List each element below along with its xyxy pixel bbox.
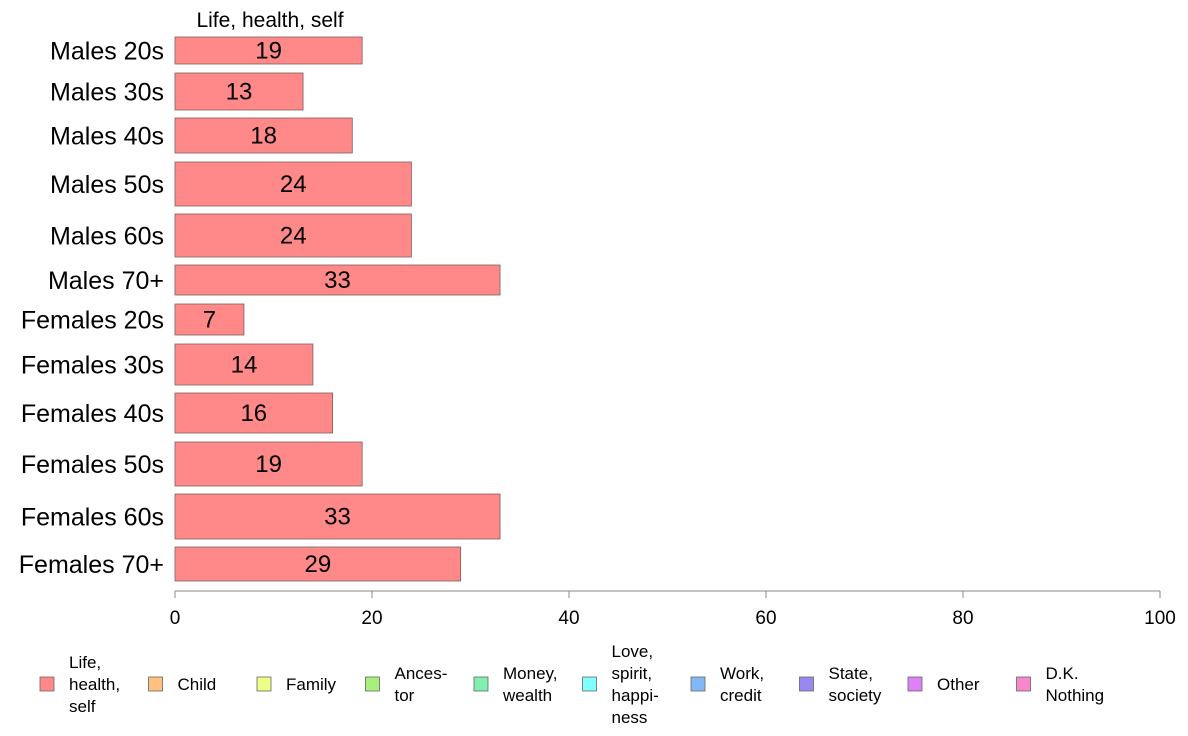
bar-data-label: 33 <box>324 267 351 294</box>
legend-item: D.K. Nothing <box>1016 664 1105 705</box>
legend-swatch <box>365 676 380 692</box>
bar <box>174 303 245 336</box>
bar <box>174 264 501 296</box>
legend-swatch <box>582 676 597 692</box>
legend-item: Life, health, self <box>39 653 120 716</box>
category-label: Males 70+ <box>48 267 164 295</box>
category-label: Males 40s <box>50 123 164 151</box>
category-label: Males 30s <box>50 79 164 107</box>
x-axis: 0 20 40 60 80 100 <box>170 590 1176 629</box>
category-label: Males 20s <box>50 38 164 66</box>
legend-item: Money, wealth <box>473 664 558 705</box>
chart-title: Life, health, self <box>196 9 343 32</box>
category-label: Females 30s <box>21 352 164 380</box>
legend-label: Family <box>286 675 337 694</box>
legend-swatch <box>1016 676 1031 692</box>
legend-swatch <box>148 676 163 692</box>
legend-label: Money, wealth <box>502 664 558 705</box>
bar <box>174 36 363 65</box>
bar-data-label: 19 <box>255 451 282 478</box>
bar-data-label: 16 <box>240 400 267 427</box>
bar <box>174 343 314 386</box>
legend-label: State, society <box>829 664 882 705</box>
legend-swatch <box>907 676 923 692</box>
category-label: Males 60s <box>50 223 164 251</box>
bar <box>174 392 334 434</box>
bar <box>174 161 412 207</box>
bar-data-label: 24 <box>280 171 307 198</box>
legend-item: Family <box>256 675 337 694</box>
legend-item: Love, spirit, happi-ness <box>582 642 659 727</box>
legend: Life, health, self Child Family Ances-tor Mone… <box>39 642 1105 727</box>
legend-swatch <box>256 676 272 692</box>
x-tick-label: 0 <box>170 608 181 629</box>
bar <box>174 117 353 154</box>
x-tick-label: 60 <box>755 608 776 629</box>
bar-data-label: 19 <box>255 38 282 65</box>
bar-data-label: 18 <box>250 123 277 150</box>
legend-swatch <box>473 676 489 692</box>
x-tick-label: 100 <box>1144 608 1176 629</box>
legend-item: Ances-tor <box>365 664 448 705</box>
legend-label: Other <box>937 675 980 694</box>
bar-data-label: 7 <box>203 307 216 334</box>
bar <box>174 441 363 487</box>
category-label: Females 40s <box>21 400 164 428</box>
category-label: Females 50s <box>21 451 164 479</box>
category-label: Males 50s <box>50 171 164 199</box>
legend-swatch <box>39 676 55 692</box>
legend-swatch <box>690 676 706 692</box>
category-labels: Males 20s Males 30s Males 40s Males 50s Male… <box>19 38 164 580</box>
bar-data-label: 24 <box>280 223 307 250</box>
legend-swatch <box>799 676 814 692</box>
category-label: Females 60s <box>21 504 164 532</box>
category-label: Females 70+ <box>19 551 164 579</box>
legend-item: Other <box>907 675 980 694</box>
legend-label: D.K. Nothing <box>1046 664 1105 705</box>
bar <box>174 546 462 582</box>
legend-label: Love, spirit, happi-ness <box>612 642 659 727</box>
bar <box>174 493 501 540</box>
bar-data-label: 33 <box>324 504 351 531</box>
bar-data-label: 29 <box>304 551 331 578</box>
legend-item: Work, credit <box>690 664 764 705</box>
legend-label: Life, health, self <box>69 653 120 716</box>
bar-data-label: 13 <box>226 79 253 106</box>
legend-label: Ances-tor <box>395 664 448 705</box>
legend-label: Work, credit <box>720 664 764 705</box>
category-label: Females 20s <box>21 307 164 335</box>
x-tick-label: 40 <box>558 608 579 629</box>
legend-item: State, society <box>799 664 882 705</box>
legend-label: Child <box>178 675 217 694</box>
x-tick-label: 80 <box>952 608 973 629</box>
x-tick-label: 20 <box>361 608 382 629</box>
legend-item: Child <box>148 675 217 694</box>
bar <box>174 72 304 111</box>
bar-data-label: 14 <box>231 352 258 379</box>
bar <box>174 213 412 258</box>
